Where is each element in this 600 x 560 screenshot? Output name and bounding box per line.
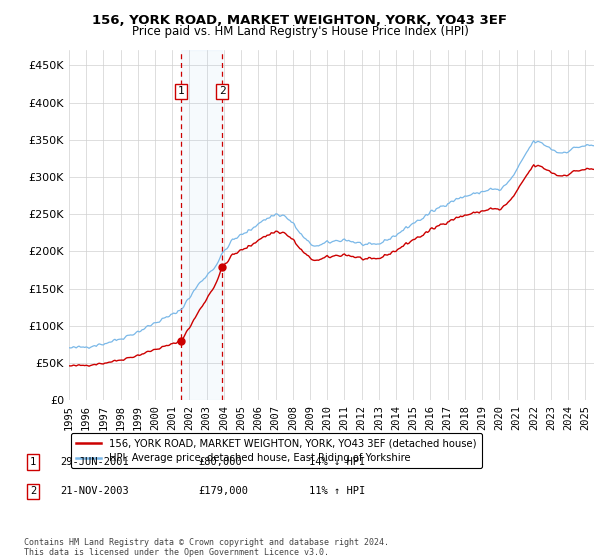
Bar [181,50,222,400]
Text: Price paid vs. HM Land Registry's House Price Index (HPI): Price paid vs. HM Land Registry's House … [131,25,469,38]
Text: 1: 1 [30,457,36,467]
Text: 1: 1 [178,86,184,96]
Legend: 156, YORK ROAD, MARKET WEIGHTON, YORK, YO43 3EF (detached house), HPI: Average p: 156, YORK ROAD, MARKET WEIGHTON, YORK, Y… [71,433,482,468]
Text: 29-JUN-2001: 29-JUN-2001 [60,457,129,467]
Text: 2: 2 [219,86,226,96]
Text: £179,000: £179,000 [198,486,248,496]
Text: 2: 2 [30,486,36,496]
Text: 11% ↑ HPI: 11% ↑ HPI [309,486,365,496]
Text: Contains HM Land Registry data © Crown copyright and database right 2024.
This d: Contains HM Land Registry data © Crown c… [24,538,389,557]
Text: 156, YORK ROAD, MARKET WEIGHTON, YORK, YO43 3EF: 156, YORK ROAD, MARKET WEIGHTON, YORK, Y… [92,14,508,27]
Text: £80,000: £80,000 [198,457,242,467]
Text: 21-NOV-2003: 21-NOV-2003 [60,486,129,496]
Text: 14% ↓ HPI: 14% ↓ HPI [309,457,365,467]
